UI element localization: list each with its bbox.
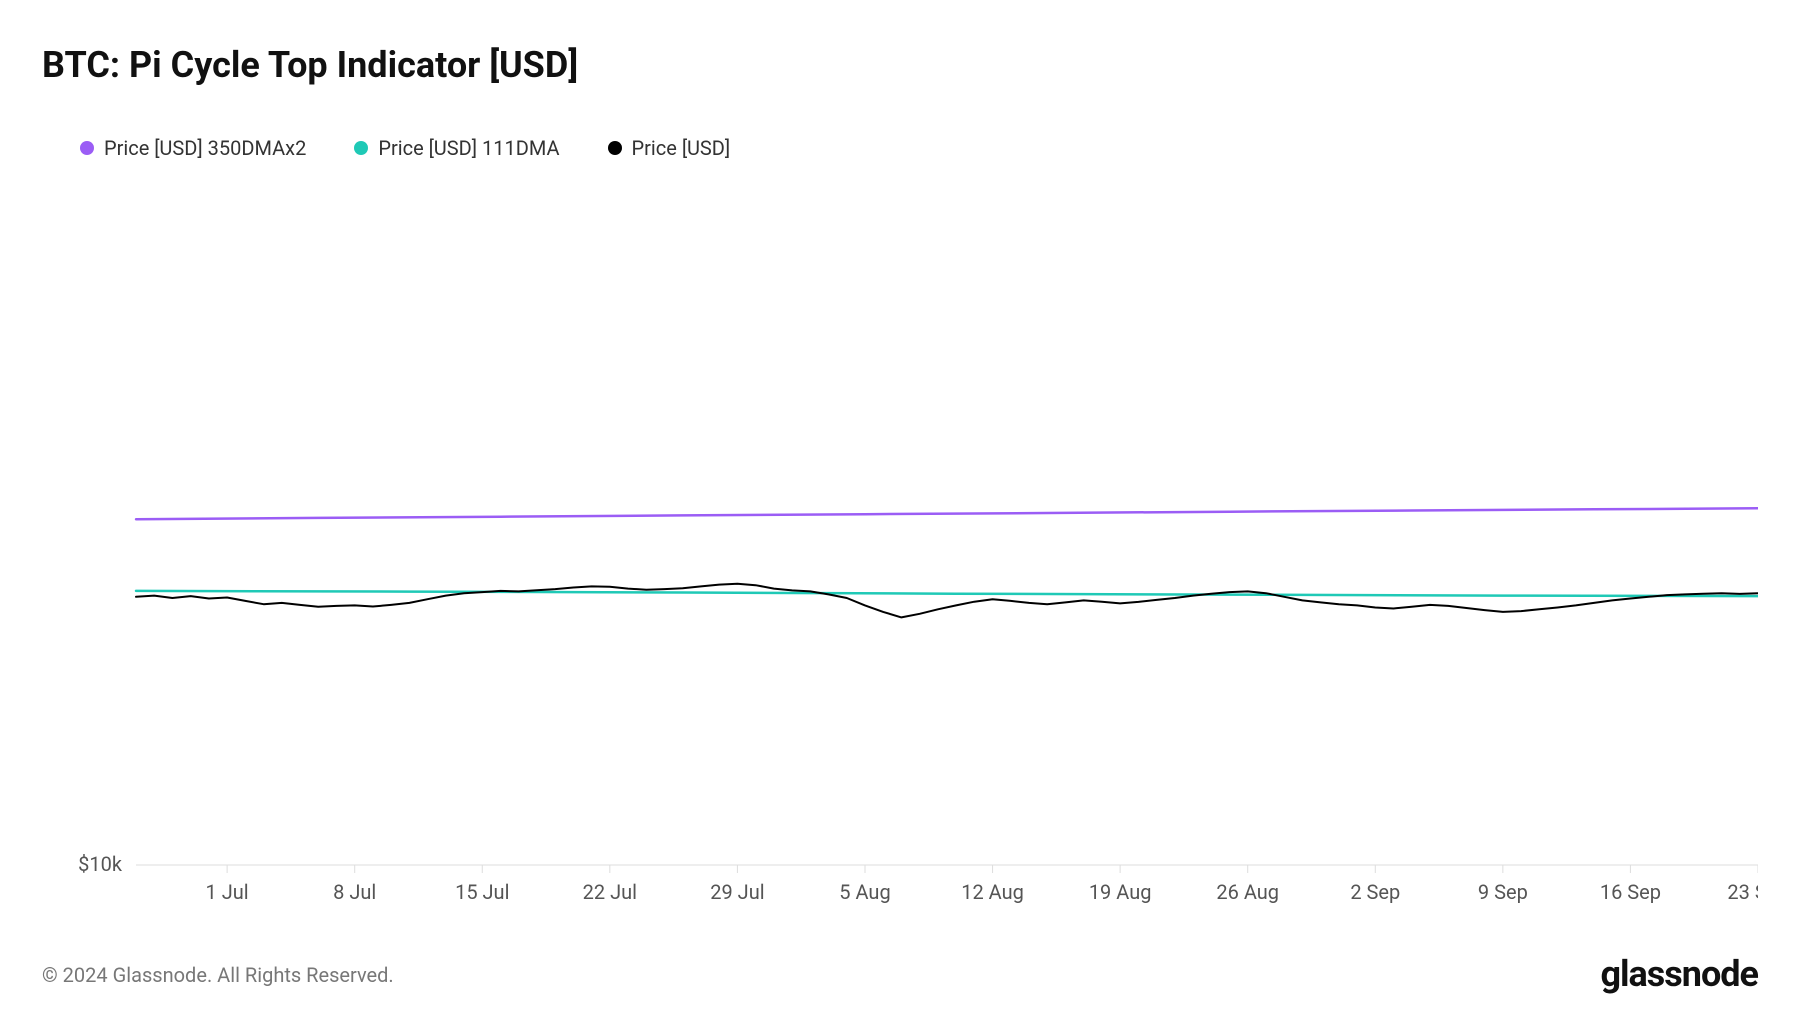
legend: Price [USD] 350DMAx2 Price [USD] 111DMA …: [80, 136, 730, 160]
series-350dmax2: [136, 508, 1758, 519]
x-tick-label: 19 Aug: [1089, 880, 1152, 904]
x-tick-label: 15 Jul: [455, 880, 509, 904]
chart-area: $10k1 Jul8 Jul15 Jul22 Jul29 Jul5 Aug12 …: [42, 185, 1758, 865]
x-tick-label: 8 Jul: [333, 880, 376, 904]
legend-item-350dma: Price [USD] 350DMAx2: [80, 136, 306, 160]
legend-label: Price [USD] 350DMAx2: [104, 136, 306, 160]
x-tick-label: 5 Aug: [839, 880, 890, 904]
legend-swatch-icon: [80, 141, 94, 155]
legend-label: Price [USD]: [632, 136, 731, 160]
x-tick-label: 26 Aug: [1216, 880, 1279, 904]
legend-item-111dma: Price [USD] 111DMA: [354, 136, 559, 160]
x-tick-label: 2 Sep: [1350, 880, 1400, 904]
chart-container: BTC: Pi Cycle Top Indicator [USD] Price …: [0, 0, 1800, 1013]
legend-swatch-icon: [608, 141, 622, 155]
chart-svg: $10k 1 Jul 8 Jul 15 Jul 22 Jul 29 Jul 5 Aug 12 …: [42, 185, 1758, 925]
series-price: [136, 584, 1758, 618]
legend-label: Price [USD] 111DMA: [378, 136, 559, 160]
x-tick-label: 16 Sep: [1600, 880, 1661, 904]
x-tick-label: 9 Sep: [1478, 880, 1528, 904]
y-tick-label: $10k: [78, 852, 123, 876]
series-111dma: [136, 591, 1758, 596]
x-tick-label: 12 Aug: [961, 880, 1024, 904]
x-tick-label: 22 Jul: [583, 880, 637, 904]
x-tick-label: 23 Sep: [1727, 880, 1758, 904]
x-tick-label: 1 Jul: [206, 880, 249, 904]
x-tick-label: 29 Jul: [710, 880, 764, 904]
footer-copyright: © 2024 Glassnode. All Rights Reserved.: [42, 963, 394, 987]
legend-item-price: Price [USD]: [608, 136, 731, 160]
brand-logo: glassnode: [1600, 953, 1758, 995]
legend-swatch-icon: [354, 141, 368, 155]
chart-title: BTC: Pi Cycle Top Indicator [USD]: [42, 44, 578, 86]
